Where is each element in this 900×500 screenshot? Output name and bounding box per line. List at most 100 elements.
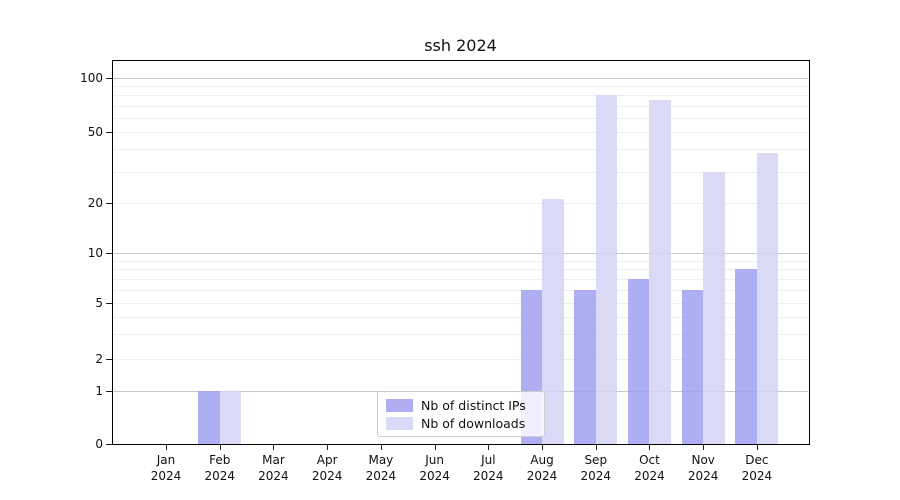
x-tick-month: Apr: [316, 453, 338, 467]
y-tick-mark: [106, 203, 112, 204]
bar-distinct-ips-feb: [198, 391, 220, 444]
x-tick-label: May 2024: [351, 452, 411, 484]
x-tick-year: 2024: [526, 469, 558, 483]
plot-area: [112, 60, 809, 444]
x-tick-year: 2024: [687, 469, 719, 483]
y-tick-label: 50: [87, 125, 103, 139]
legend: Nb of distinct IPs Nb of downloads: [377, 391, 545, 437]
x-tick-mark: [595, 444, 597, 450]
x-tick-label: Sep 2024: [566, 452, 626, 484]
y-minor-gridline: [112, 132, 808, 133]
x-tick-year: 2024: [150, 469, 182, 483]
y-minor-gridline: [112, 149, 808, 151]
y-tick-label: 100: [80, 71, 103, 85]
y-minor-gridline: [112, 289, 808, 291]
x-tick-year: 2024: [204, 469, 235, 483]
x-tick-month: Feb: [209, 453, 231, 467]
x-tick-month: Oct: [639, 453, 660, 467]
x-tick-label: Oct 2024: [619, 452, 679, 484]
legend-label: Nb of distinct IPs: [421, 397, 526, 413]
x-tick-month: Nov: [691, 453, 715, 467]
x-tick-mark: [380, 444, 382, 450]
y-tick-label: 0: [95, 437, 103, 451]
y-minor-gridline: [112, 203, 808, 204]
x-tick-month: Dec: [745, 453, 769, 467]
y-tick-mark: [106, 444, 112, 445]
bar-distinct-ips-oct: [627, 278, 650, 444]
x-tick-year: 2024: [365, 469, 397, 483]
bar-downloads-feb: [219, 391, 242, 444]
x-tick-year: 2024: [741, 469, 773, 483]
y-major-gridline: [112, 253, 808, 254]
y-minor-gridline: [112, 117, 808, 119]
y-tick-label: 1: [95, 384, 103, 398]
x-tick-label: Jun 2024: [405, 452, 465, 484]
x-tick-mark: [434, 444, 436, 450]
x-tick-month: Sep: [584, 453, 608, 467]
bar-downloads-nov: [703, 171, 725, 444]
x-tick-month: Aug: [530, 453, 554, 467]
y-minor-gridline: [112, 334, 808, 336]
y-tick-mark: [106, 253, 112, 254]
y-tick-label: 10: [87, 246, 103, 260]
x-tick-year: 2024: [473, 469, 504, 483]
x-tick-label: Jan 2024: [136, 452, 196, 484]
y-minor-gridline: [112, 303, 808, 304]
legend-label: Nb of downloads: [421, 415, 526, 431]
x-tick-mark: [219, 444, 221, 450]
y-minor-gridline: [112, 95, 808, 97]
bar-downloads-sep: [595, 95, 618, 444]
bar-distinct-ips-sep: [574, 289, 596, 444]
legend-swatch: [386, 398, 413, 412]
x-tick-mark: [542, 444, 544, 450]
y-tick-mark: [106, 303, 112, 304]
x-tick-label: Jul 2024: [458, 452, 518, 484]
bar-downloads-dec: [756, 153, 779, 444]
bar-downloads-aug: [542, 199, 564, 444]
y-minor-gridline: [112, 105, 808, 107]
x-tick-mark: [327, 444, 329, 450]
x-tick-mark: [273, 444, 275, 450]
y-tick-mark: [106, 132, 112, 133]
legend-entry: Nb of distinct IPs: [386, 398, 536, 413]
x-tick-year: 2024: [258, 469, 289, 483]
x-tick-label: Nov 2024: [673, 452, 733, 484]
y-minor-gridline: [112, 86, 808, 88]
y-tick-label: 2: [95, 352, 103, 366]
bar-downloads-oct: [649, 100, 671, 444]
y-minor-gridline: [112, 316, 808, 318]
x-tick-mark: [488, 444, 490, 450]
y-minor-gridline: [112, 260, 808, 262]
x-tick-label: Feb 2024: [190, 452, 250, 484]
x-tick-month: Jun: [425, 453, 444, 467]
y-tick-label: 5: [95, 296, 103, 310]
y-tick-mark: [106, 78, 112, 79]
y-minor-gridline: [112, 171, 808, 173]
x-tick-mark: [756, 444, 758, 450]
y-minor-gridline: [112, 269, 808, 271]
x-tick-mark: [166, 444, 167, 450]
x-tick-mark: [703, 444, 705, 450]
x-tick-year: 2024: [311, 469, 343, 483]
x-tick-month: Jan: [156, 453, 176, 467]
y-tick-label: 20: [87, 196, 103, 210]
y-major-gridline: [112, 78, 808, 79]
x-tick-year: 2024: [634, 469, 665, 483]
x-tick-month: Mar: [262, 453, 285, 467]
x-tick-label: Mar 2024: [243, 452, 303, 484]
bar-distinct-ips-dec: [735, 269, 757, 444]
chart-title: ssh 2024: [424, 36, 497, 55]
x-tick-month: Jul: [481, 453, 496, 467]
y-minor-gridline: [112, 278, 808, 280]
x-tick-mark: [649, 444, 651, 450]
y-tick-mark: [106, 359, 112, 360]
legend-swatch: [386, 416, 413, 430]
x-tick-label: Dec 2024: [727, 452, 787, 484]
x-tick-year: 2024: [580, 469, 612, 483]
y-tick-mark: [106, 391, 112, 392]
bar-distinct-ips-nov: [681, 289, 704, 444]
y-minor-gridline: [112, 359, 808, 360]
x-tick-year: 2024: [419, 469, 450, 483]
legend-entry: Nb of downloads: [386, 416, 536, 431]
